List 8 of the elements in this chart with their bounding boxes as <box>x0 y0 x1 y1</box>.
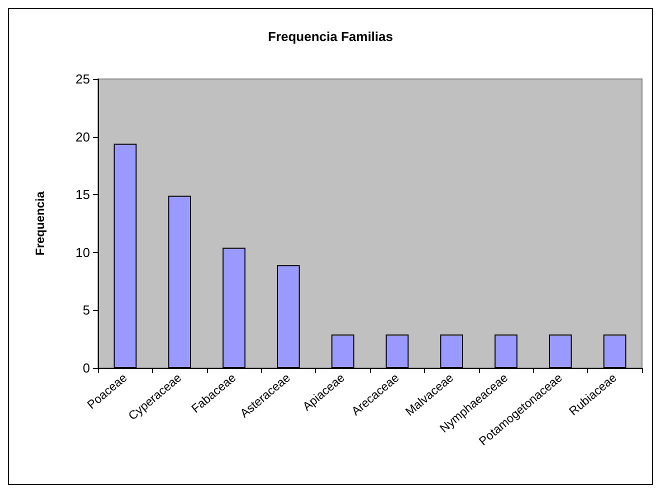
y-tick-label: 25 <box>76 72 90 86</box>
y-axis-title: Frequencia <box>33 191 47 256</box>
y-tick-label: 15 <box>76 187 90 202</box>
y-tick-label: 0 <box>82 360 90 376</box>
y-tick-label: 5 <box>82 302 90 318</box>
y-tick-label: 20 <box>76 129 90 144</box>
y-tick-label: 10 <box>76 244 90 260</box>
chart-title: Frequencia Familias <box>268 29 393 44</box>
